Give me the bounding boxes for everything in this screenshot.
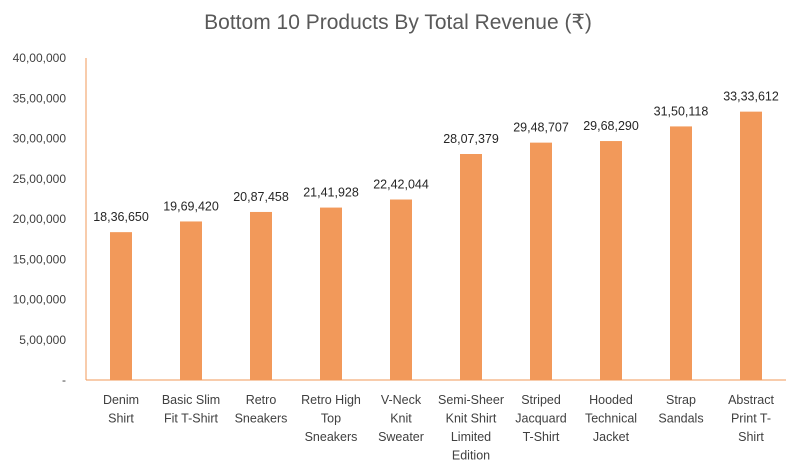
- x-tick-label: V-Neck Knit Sweater: [378, 393, 424, 444]
- data-label: 20,87,458: [233, 190, 289, 204]
- y-tick-label: 15,00,000: [13, 252, 67, 266]
- data-label: 29,68,290: [583, 119, 639, 133]
- data-label: 19,69,420: [163, 199, 219, 213]
- data-label: 21,41,928: [303, 186, 359, 200]
- data-label: 29,48,707: [513, 121, 569, 135]
- bar: [460, 154, 482, 380]
- y-tick-label: 30,00,000: [13, 132, 67, 146]
- x-axis-tick-labels: Denim Shirt Basic Slim Fit T-Shirt Retro Snea…: [103, 393, 775, 463]
- data-label: 28,07,379: [443, 132, 499, 146]
- x-tick-label: Hooded Technical Jacket: [585, 393, 637, 444]
- y-tick-label: 40,00,000: [13, 51, 67, 65]
- x-tick-label: Basic Slim Fit T-Shirt: [162, 393, 220, 426]
- y-tick-label: -: [62, 373, 66, 387]
- y-axis-ticks: - 5,00,000 10,00,000 15,00,000 20,00,000 25,0…: [13, 51, 67, 387]
- y-tick-label: 35,00,000: [13, 91, 67, 105]
- bars: [110, 111, 762, 381]
- x-tick-label: Denim Shirt: [103, 393, 139, 426]
- bar: [250, 211, 272, 380]
- data-label: 18,36,650: [93, 210, 149, 224]
- y-tick-label: 10,00,000: [13, 293, 67, 307]
- bar: [600, 141, 622, 380]
- data-label: 31,50,118: [654, 104, 709, 118]
- x-tick-label: Abstract Print T-Shirt: [728, 393, 774, 444]
- bar: [530, 142, 552, 380]
- bar: [670, 126, 692, 381]
- y-tick-label: 20,00,000: [13, 212, 67, 226]
- data-label: 33,33,612: [723, 90, 779, 104]
- bar: [390, 199, 412, 380]
- data-label: 22,42,044: [373, 178, 429, 192]
- bar: [740, 111, 762, 381]
- x-tick-label: Retro High Top Sneakers: [301, 393, 361, 444]
- chart-title: Bottom 10 Products By Total Revenue (₹): [204, 11, 592, 34]
- x-tick-label: Semi-Sheer Knit Shirt Limited Edition: [438, 393, 504, 463]
- data-labels: 18,36,650 19,69,420 20,87,458 21,41,928 22,4…: [93, 90, 779, 225]
- x-tick-label: Strap Sandals: [658, 393, 703, 426]
- x-tick-label: Striped Jacquard T-Shirt: [515, 393, 566, 444]
- x-tick-label: Retro Sneakers: [235, 393, 288, 426]
- bar: [180, 221, 202, 380]
- bar: [110, 232, 132, 380]
- bar: [320, 207, 342, 380]
- y-tick-label: 5,00,000: [19, 333, 66, 347]
- y-tick-label: 25,00,000: [13, 172, 67, 186]
